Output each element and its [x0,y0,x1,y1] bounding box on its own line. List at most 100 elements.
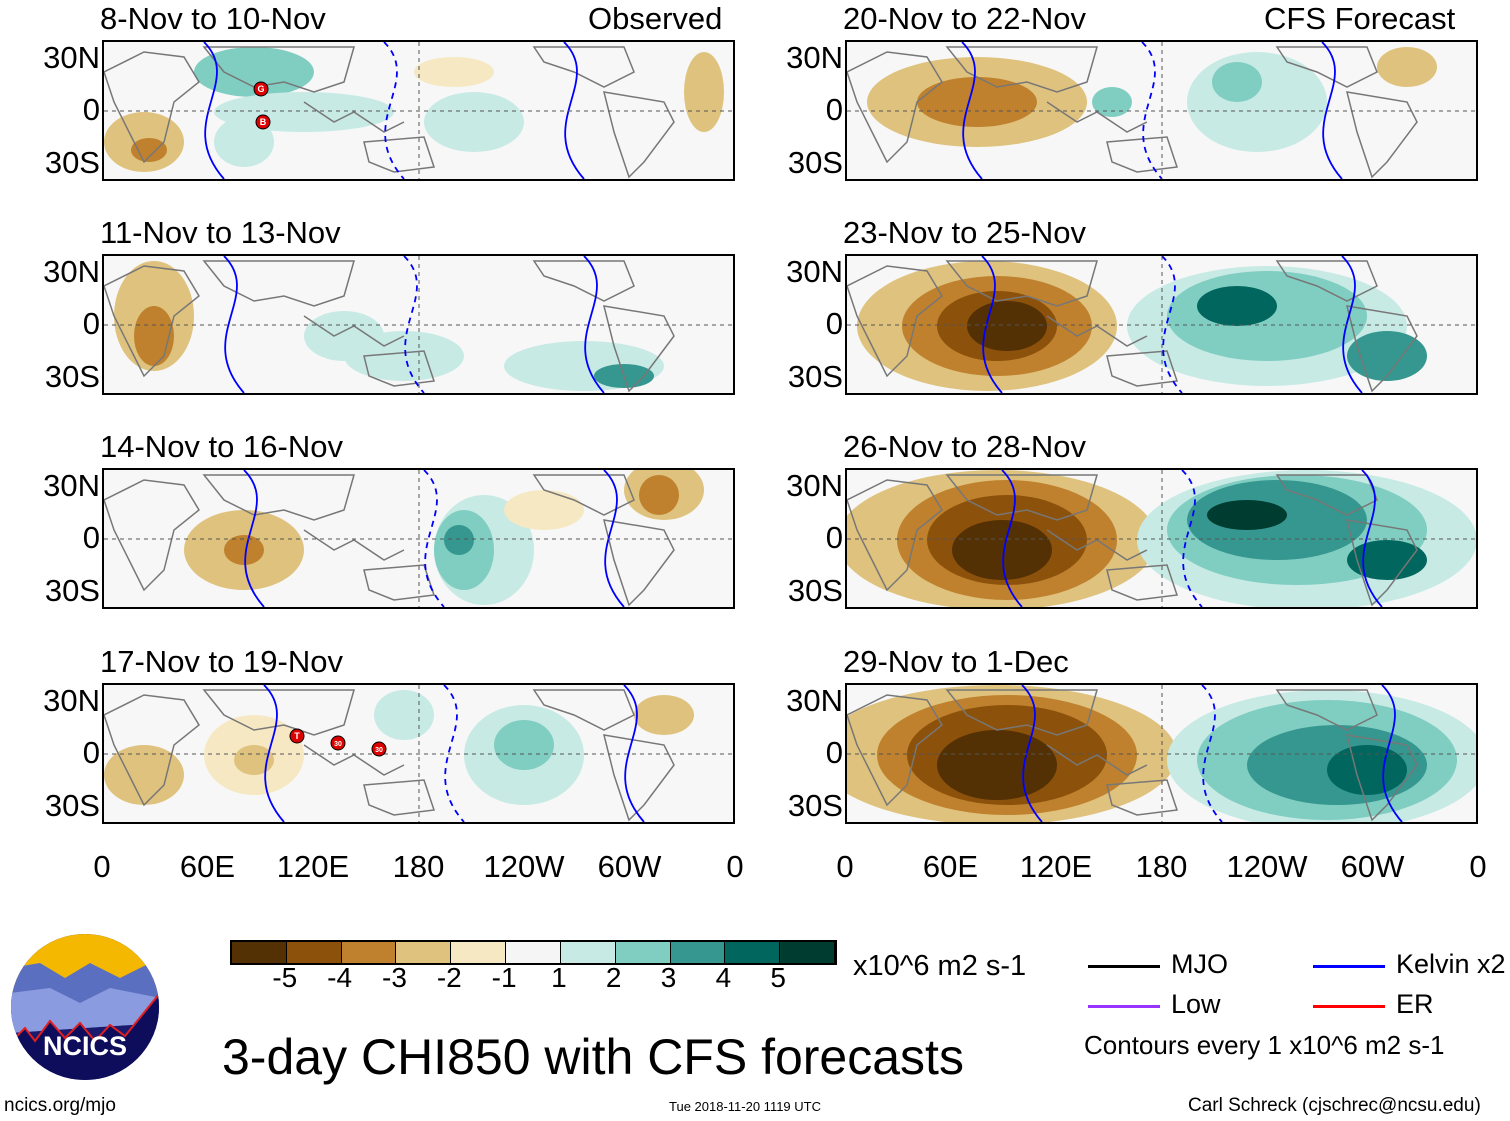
kelvin-contour [623,685,645,822]
anomaly-shading [937,730,1057,800]
lon-label: 0 [726,849,744,884]
kelvin-contour [1341,256,1363,393]
tropical-cyclone-icon: T [289,728,305,744]
lat-label: 30N [786,254,843,289]
coastline [532,46,635,88]
anomaly-shading [131,138,167,162]
coastline [602,305,675,393]
map-canvas: T 30 30 [104,685,733,822]
colorbar-label: -5 [272,962,298,993]
lon-label: 120E [1019,849,1093,884]
lon-label: 60E [179,849,236,884]
kelvin-contour [423,470,445,607]
lat-label: 0 [82,735,100,770]
panel-title: 14-Nov to 16-Nov [100,429,343,464]
kelvin-contour [961,42,983,179]
lon-label: 180 [392,849,445,884]
colorbar-label: -3 [382,962,407,993]
colorbar-label: -4 [327,962,353,993]
coastline [532,260,635,302]
panel-title: 8-Nov to 10-Nov [100,1,326,36]
coastline [202,474,355,521]
kelvin-contour [1381,685,1403,822]
colorbar-swatch [560,942,616,963]
panel-title: 17-Nov to 19-Nov [100,644,343,679]
lon-label: 60E [922,849,979,884]
coastline [1345,91,1418,179]
anomaly-shading [917,77,1037,127]
lat-label: 0 [825,92,843,127]
lat-label: 0 [82,520,100,555]
lat-label: 30N [43,40,100,75]
site-link[interactable]: ncics.org/mjo [4,1095,116,1116]
coastline [303,101,405,133]
coastline [1046,529,1148,561]
colorbar-swatch [670,942,726,963]
coastline [1106,350,1179,387]
map-panel [845,468,1478,609]
observed-label: Observed [588,1,723,36]
coastline [602,519,675,607]
coastline [532,474,635,516]
map-canvas [847,470,1476,607]
tropical-cyclone-icon: 30 [371,741,387,757]
colorbar-swatch [615,942,671,963]
kelvin-contour [583,256,605,393]
anomaly-shading [1212,62,1262,102]
colorbar-swatch [396,942,452,963]
anomaly-shading [504,490,584,530]
legend-line [1313,1005,1385,1008]
colorbar-label: 5 [770,962,786,993]
coastline [1106,136,1179,173]
coastline [602,734,675,822]
lat-label: 30S [787,573,843,608]
colorbar-label: 3 [660,962,677,993]
coastline [1275,689,1378,731]
anomaly-shading [414,57,494,87]
lat-label: 30N [43,254,100,289]
lat-label: 0 [82,92,100,127]
forecast-label: CFS Forecast [1264,1,1456,36]
anomaly-shading [1377,47,1437,87]
lat-label: 30S [44,145,100,180]
colorbar-label: -2 [436,962,462,993]
coastline [602,91,675,179]
kelvin-contour [203,42,225,179]
colorbar [230,940,837,965]
colorbar-swatch [725,942,781,963]
kelvin-contour [1021,685,1043,822]
legend-label: Kelvin x2 [1396,949,1506,979]
coastline [945,689,1098,736]
map-panel [102,468,735,609]
lat-label: 30N [786,683,843,718]
coastline [1345,519,1418,607]
anomaly-shading [1347,331,1427,381]
figure-title: 3-day CHI850 with CFS forecasts [222,1029,964,1085]
coastline [363,136,436,173]
coastline [363,564,436,601]
kelvin-contour [1201,685,1223,822]
lon-label: 0 [836,849,854,884]
tropical-cyclone-icon: 30 [330,735,346,751]
colorbar-swatch [341,942,397,963]
anomaly-shading [234,745,274,775]
map-panel: T 30 30 [102,683,735,824]
anomaly-shading [639,475,679,515]
map-canvas [847,42,1476,179]
anomaly-shading [224,535,264,565]
lon-label: 120W [1226,849,1308,884]
kelvin-contour [443,685,465,822]
legend-label: Low [1171,989,1221,1019]
contour-note: Contours every 1 x10^6 m2 s-1 [1084,1030,1445,1060]
ncics-logo: NCICS [10,933,160,1081]
anomaly-shading [374,690,434,740]
coastline [847,51,943,164]
colorbar-label: 4 [715,962,732,993]
timestamp: Tue 2018-11-20 1119 UTC [669,1099,821,1114]
lon-label: 60W [597,849,662,884]
coastline [1275,260,1378,302]
coastline [1345,305,1418,393]
coastline [847,694,943,807]
